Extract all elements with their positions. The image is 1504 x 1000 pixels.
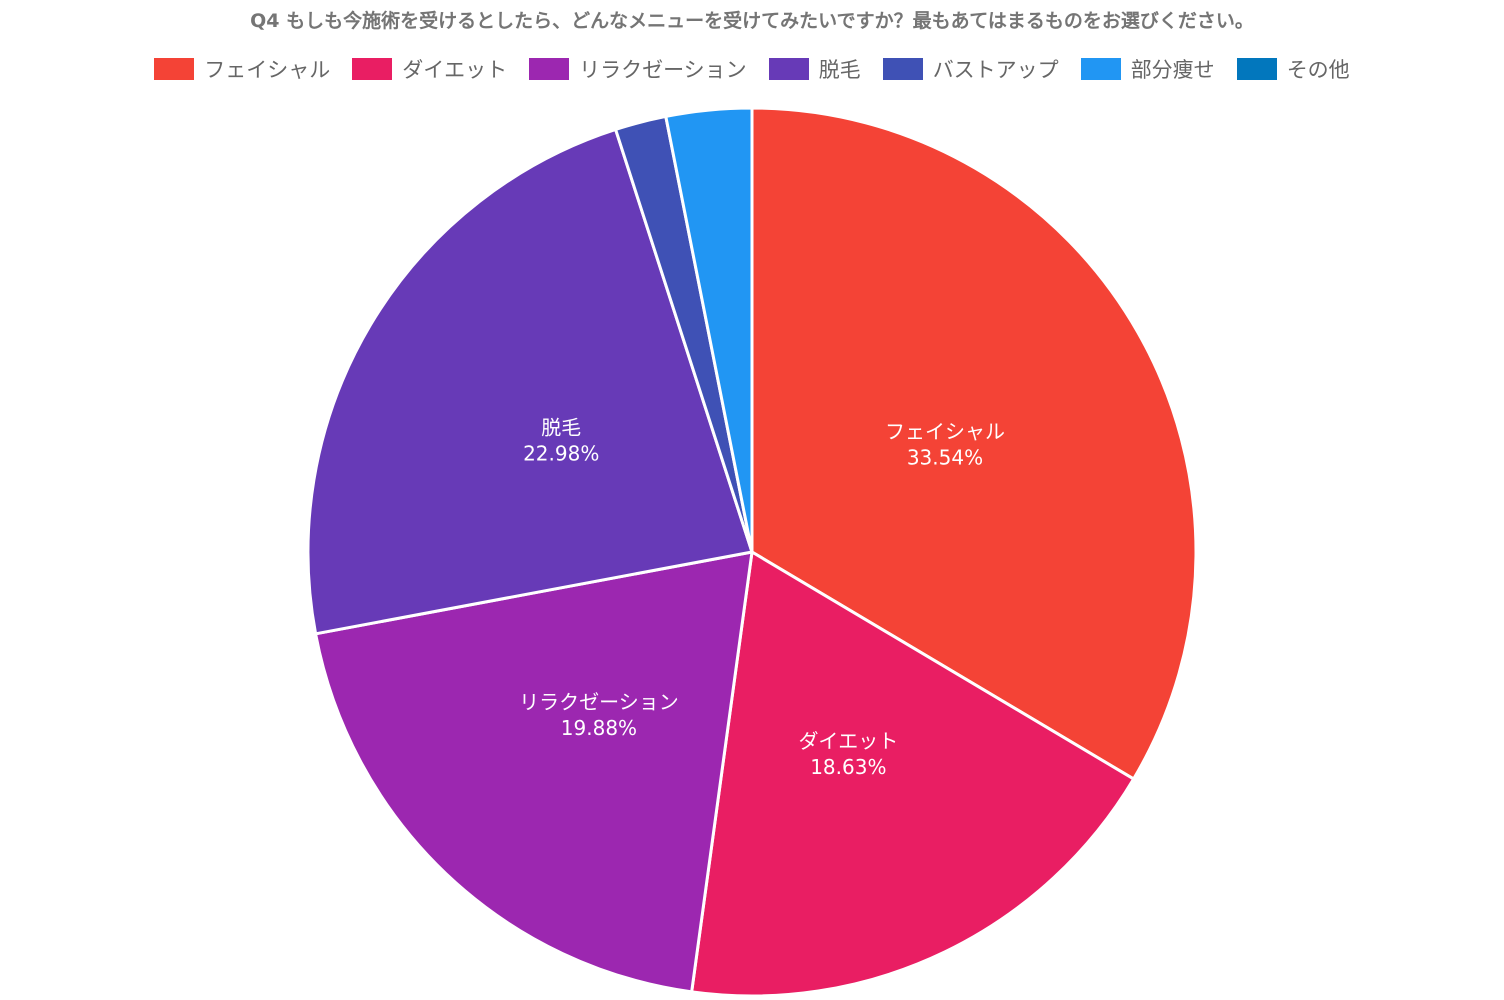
- legend-swatch: [154, 58, 195, 80]
- legend-item[interactable]: 部分痩せ: [1080, 54, 1215, 84]
- legend-item[interactable]: バストアップ: [882, 54, 1059, 84]
- legend-item[interactable]: ダイエット: [352, 54, 507, 84]
- legend-label: その他: [1286, 58, 1350, 82]
- legend-item[interactable]: その他: [1236, 54, 1350, 84]
- legend: フェイシャル ダイエット リラクゼーション 脱毛 バストアップ 部分痩せ その他: [0, 54, 1504, 84]
- legend-label: リラクゼーション: [579, 58, 747, 82]
- slice-percent-label: 19.88%: [561, 716, 637, 740]
- legend-label: フェイシャル: [204, 58, 331, 82]
- slice-percent-label: 22.98%: [523, 442, 599, 466]
- legend-swatch: [1236, 58, 1277, 80]
- pie-slice[interactable]: [664, 106, 754, 554]
- slice-percent-label: 18.63%: [810, 755, 886, 779]
- slice-label: リラクゼーション: [519, 690, 679, 714]
- legend-label: ダイエット: [402, 58, 508, 82]
- pie-slice[interactable]: [690, 550, 1136, 998]
- legend-item[interactable]: 脱毛: [768, 54, 861, 84]
- slice-label: ダイエット: [798, 729, 898, 753]
- slice-label: 脱毛: [541, 416, 581, 440]
- legend-swatch: [529, 58, 570, 80]
- legend-swatch: [768, 58, 809, 80]
- legend-label: 脱毛: [818, 58, 861, 82]
- legend-swatch: [1080, 58, 1121, 80]
- pie-slice[interactable]: [314, 550, 754, 994]
- legend-item[interactable]: フェイシャル: [154, 54, 330, 84]
- legend-swatch: [882, 58, 923, 80]
- pie-slice[interactable]: [306, 127, 754, 636]
- legend-swatch: [352, 58, 393, 80]
- legend-item[interactable]: リラクゼーション: [529, 54, 747, 84]
- chart-title: Q4 もしも今施術を受けるとしたら、どんなメニューを受けてみたいですか？最もあて…: [250, 10, 1254, 32]
- legend-label: バストアップ: [932, 58, 1059, 82]
- slice-percent-label: 33.54%: [907, 445, 983, 469]
- pie-slice[interactable]: [750, 106, 1198, 781]
- legend-label: 部分痩せ: [1130, 58, 1215, 82]
- slice-label: フェイシャル: [885, 419, 1005, 443]
